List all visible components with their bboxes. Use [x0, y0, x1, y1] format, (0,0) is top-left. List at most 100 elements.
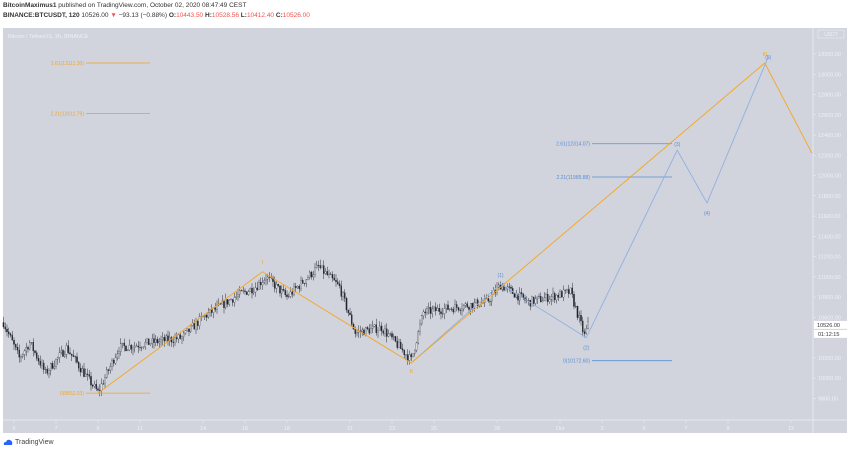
candle-body	[20, 356, 22, 358]
candle-body	[329, 273, 332, 275]
low-label: L:	[240, 12, 247, 19]
candle-body	[364, 327, 367, 336]
orange-wave-path[interactable]	[97, 62, 813, 394]
currency-box[interactable]	[817, 29, 845, 39]
candle-body	[90, 376, 92, 386]
fib-level-label: 2.61(12314.07)	[556, 142, 590, 148]
candle-body	[448, 308, 451, 310]
time-tick-label: 28	[494, 426, 500, 432]
tradingview-logo[interactable]: TradingView	[3, 438, 54, 446]
candle-body	[375, 324, 377, 333]
candle-body	[137, 345, 139, 348]
candle-body	[301, 280, 304, 284]
candle-body	[71, 353, 73, 356]
candle-body	[252, 291, 255, 294]
candle-body	[106, 369, 108, 378]
candle-body	[424, 311, 426, 314]
candle-body	[307, 277, 309, 280]
candle-body	[371, 326, 374, 329]
price-tick-label: 11000.00	[818, 275, 841, 281]
candle-body	[385, 328, 388, 337]
blue-wave-label: (1)	[497, 273, 503, 279]
candle-body	[445, 304, 447, 309]
candle-body	[28, 342, 31, 350]
candle-body	[566, 289, 568, 291]
candle-body	[352, 324, 355, 330]
candle-body	[447, 304, 449, 310]
candle-body	[203, 315, 206, 317]
candle-body	[336, 281, 339, 284]
candle-body	[392, 336, 395, 338]
candle-body	[433, 306, 435, 310]
price-tick-label: 12000.00	[818, 174, 841, 180]
candle-body	[452, 308, 454, 313]
high-label: H:	[205, 12, 212, 19]
candle-body	[256, 287, 258, 290]
high-value: 10528.56	[211, 12, 239, 19]
candle-body	[540, 296, 542, 303]
time-tick-label: 7	[684, 426, 687, 432]
candle-body	[578, 315, 581, 318]
candle-body	[167, 335, 169, 342]
currency-label: USDT	[824, 32, 838, 38]
candle-body	[427, 307, 430, 309]
candle-body	[118, 351, 120, 355]
candle-body	[43, 362, 45, 370]
last-price-label: 10526.00	[817, 323, 840, 329]
candle-body	[361, 329, 363, 333]
candle-body	[294, 286, 297, 288]
candle-body	[116, 353, 119, 359]
candle-body	[406, 354, 409, 361]
candle-body	[561, 291, 563, 298]
last-price-box	[814, 320, 848, 329]
candle-body	[426, 308, 428, 314]
candle-body	[142, 346, 145, 348]
time-tick-label: Oct	[556, 426, 565, 432]
blue-wave-path[interactable]	[410, 56, 769, 364]
candle-body	[111, 360, 113, 367]
candle-body	[9, 333, 12, 336]
candle-body	[272, 277, 274, 282]
candle-body	[363, 329, 365, 336]
candle-body	[405, 354, 407, 356]
candle-body	[417, 331, 419, 344]
candle-body	[14, 344, 17, 348]
candle-body	[576, 306, 579, 318]
candle-body	[198, 316, 201, 326]
candle-body	[331, 274, 334, 279]
price-tick-label: 11600.00	[818, 214, 841, 220]
brand-name: TradingView	[15, 438, 54, 446]
candle-body	[127, 349, 129, 352]
candle-body	[541, 300, 544, 303]
candle-body	[580, 315, 582, 322]
candle-body	[88, 374, 91, 377]
price-axis[interactable]: 13200.00 13000.00 12800.00 12600.00 12400.00…	[813, 52, 848, 402]
candle-body	[543, 297, 546, 301]
candle-body	[303, 283, 306, 284]
candle-body	[104, 377, 106, 385]
candle-body	[186, 328, 188, 331]
candle-body	[254, 287, 257, 293]
time-tick-label: 7	[54, 426, 57, 432]
candle-body	[99, 390, 101, 391]
candle-body	[100, 383, 103, 391]
candle-body	[235, 296, 237, 298]
time-tick-label: 5	[12, 426, 15, 432]
author-name[interactable]: BitcoinMaximus1	[3, 2, 57, 9]
blue-wave-label: (3)	[674, 142, 680, 148]
price-tick-label: 13200.00	[818, 52, 841, 58]
candle-body	[177, 334, 180, 340]
candle-body	[462, 305, 465, 310]
candle-body	[92, 385, 94, 387]
candle-body	[575, 306, 577, 307]
candle-body	[85, 373, 87, 377]
candle-body	[72, 355, 75, 357]
candle-body	[312, 274, 314, 278]
time-axis[interactable]: 5 7 9 11 14 16 18 21 23 25 28 Oct 3 5 7 9 12	[12, 420, 794, 432]
candle-body	[226, 299, 229, 305]
candle-body	[268, 276, 271, 278]
candle-body	[343, 292, 346, 299]
candle-body	[373, 324, 376, 327]
candle-body	[545, 294, 547, 298]
